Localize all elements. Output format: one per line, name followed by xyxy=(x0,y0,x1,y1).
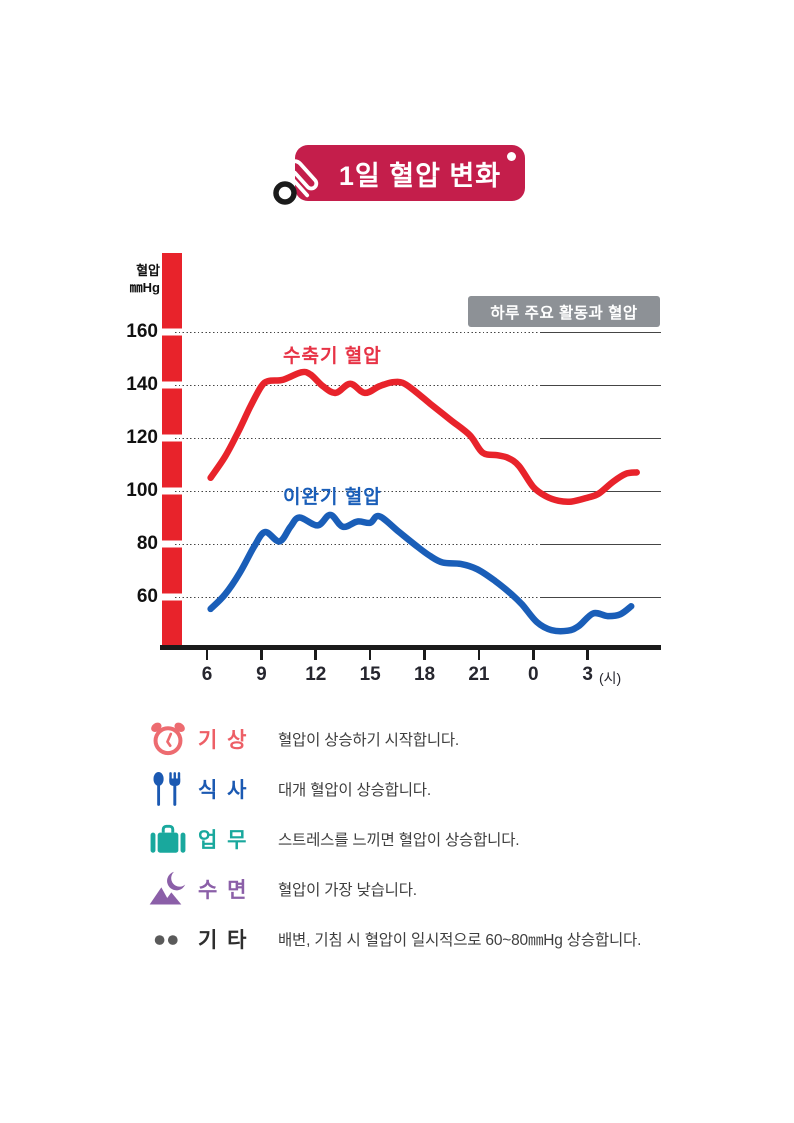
blood-pressure-chart: 혈압 ㎜Hg 160 140 120 100 80 60 하루 주요 활동과 혈압 수축기… xyxy=(120,240,686,710)
legend-row: 식 사 대개 혈압이 상승합니다. xyxy=(148,764,728,814)
x-tick xyxy=(423,650,426,660)
x-tick-label: 6 xyxy=(201,664,213,685)
y-axis-red-bar xyxy=(162,253,182,648)
x-tick xyxy=(314,650,318,660)
y-tick-label: 80 xyxy=(136,533,158,554)
x-tick xyxy=(477,650,481,660)
bp-curves xyxy=(207,368,640,635)
gridline xyxy=(175,384,661,386)
legend-row: 업 무 스트레스를 느끼면 혈압이 상승합니다. xyxy=(148,814,728,864)
y-tick-label: 160 xyxy=(126,321,158,342)
y-tick-label: 140 xyxy=(126,374,158,395)
x-tick-label: 21 xyxy=(468,664,490,685)
activity-annotation-box: 하루 주요 활동과 혈압 xyxy=(468,296,660,327)
gridline xyxy=(175,596,661,598)
x-tick-label: 0 xyxy=(528,664,539,685)
cutlery-icon xyxy=(148,769,198,809)
paperclip-icon xyxy=(273,159,319,205)
x-tick-label: 3 xyxy=(582,664,593,685)
y-axis-unit-label: 혈압 ㎜Hg xyxy=(129,263,160,295)
title-badge: 1일 혈압 변화 xyxy=(273,145,525,205)
x-axis-line xyxy=(160,645,661,650)
x-tick-label: 15 xyxy=(359,664,381,685)
legend-description: 대개 혈압이 상승합니다. xyxy=(278,782,431,799)
bp-curve xyxy=(207,368,640,506)
badge-dot xyxy=(507,152,516,161)
x-tick xyxy=(532,650,535,660)
dots-icon xyxy=(148,920,198,958)
legend-label: 식 사 xyxy=(198,779,249,802)
legend-row: 기 상 혈압이 상승하기 시작합니다. xyxy=(148,714,728,764)
sleep-icon xyxy=(148,869,198,909)
legend-description: 스트레스를 느끼면 혈압이 상승합니다. xyxy=(278,832,520,849)
legend-description: 혈압이 상승하기 시작합니다. xyxy=(278,732,460,749)
x-tick xyxy=(368,650,372,660)
bp-curve xyxy=(207,511,635,635)
systolic-series-label: 수축기 혈압 xyxy=(283,346,382,367)
legend-label: 기 타 xyxy=(198,929,249,952)
x-tick-label: 9 xyxy=(256,664,267,685)
page-title: 1일 혈압 변화 xyxy=(338,160,502,191)
gridline xyxy=(175,490,661,492)
x-tick xyxy=(205,650,209,660)
gridline xyxy=(175,437,661,439)
y-tick-label: 60 xyxy=(136,586,158,607)
legend-label: 업 무 xyxy=(198,829,249,852)
activity-legend: 기 상 혈압이 상승하기 시작합니다. 식 사 대개 혈압이 상승합니다. 업 … xyxy=(148,714,728,964)
legend-label: 수 면 xyxy=(198,879,249,902)
legend-row: 기 타 배변, 기침 시 혈압이 일시적으로 60~80㎜Hg 상승합니다. xyxy=(148,914,728,964)
x-tick xyxy=(586,650,590,660)
y-tick-label: 120 xyxy=(126,427,158,448)
legend-description: 혈압이 가장 낮습니다. xyxy=(278,882,417,899)
briefcase-icon xyxy=(148,820,198,858)
alarm-clock-icon xyxy=(148,719,198,759)
legend-label: 기 상 xyxy=(198,729,249,752)
x-tick-label: 12 xyxy=(305,664,327,685)
x-axis-unit-label: (시) xyxy=(599,670,622,686)
diastolic-series-label: 이완기 혈압 xyxy=(283,487,382,508)
legend-row: 수 면 혈압이 가장 낮습니다. xyxy=(148,864,728,914)
gridline xyxy=(175,331,661,333)
y-tick-label: 100 xyxy=(126,480,158,501)
x-tick-label: 18 xyxy=(413,664,436,685)
x-tick xyxy=(260,650,263,660)
legend-description: 배변, 기침 시 혈압이 일시적으로 60~80㎜Hg 상승합니다. xyxy=(278,932,642,949)
